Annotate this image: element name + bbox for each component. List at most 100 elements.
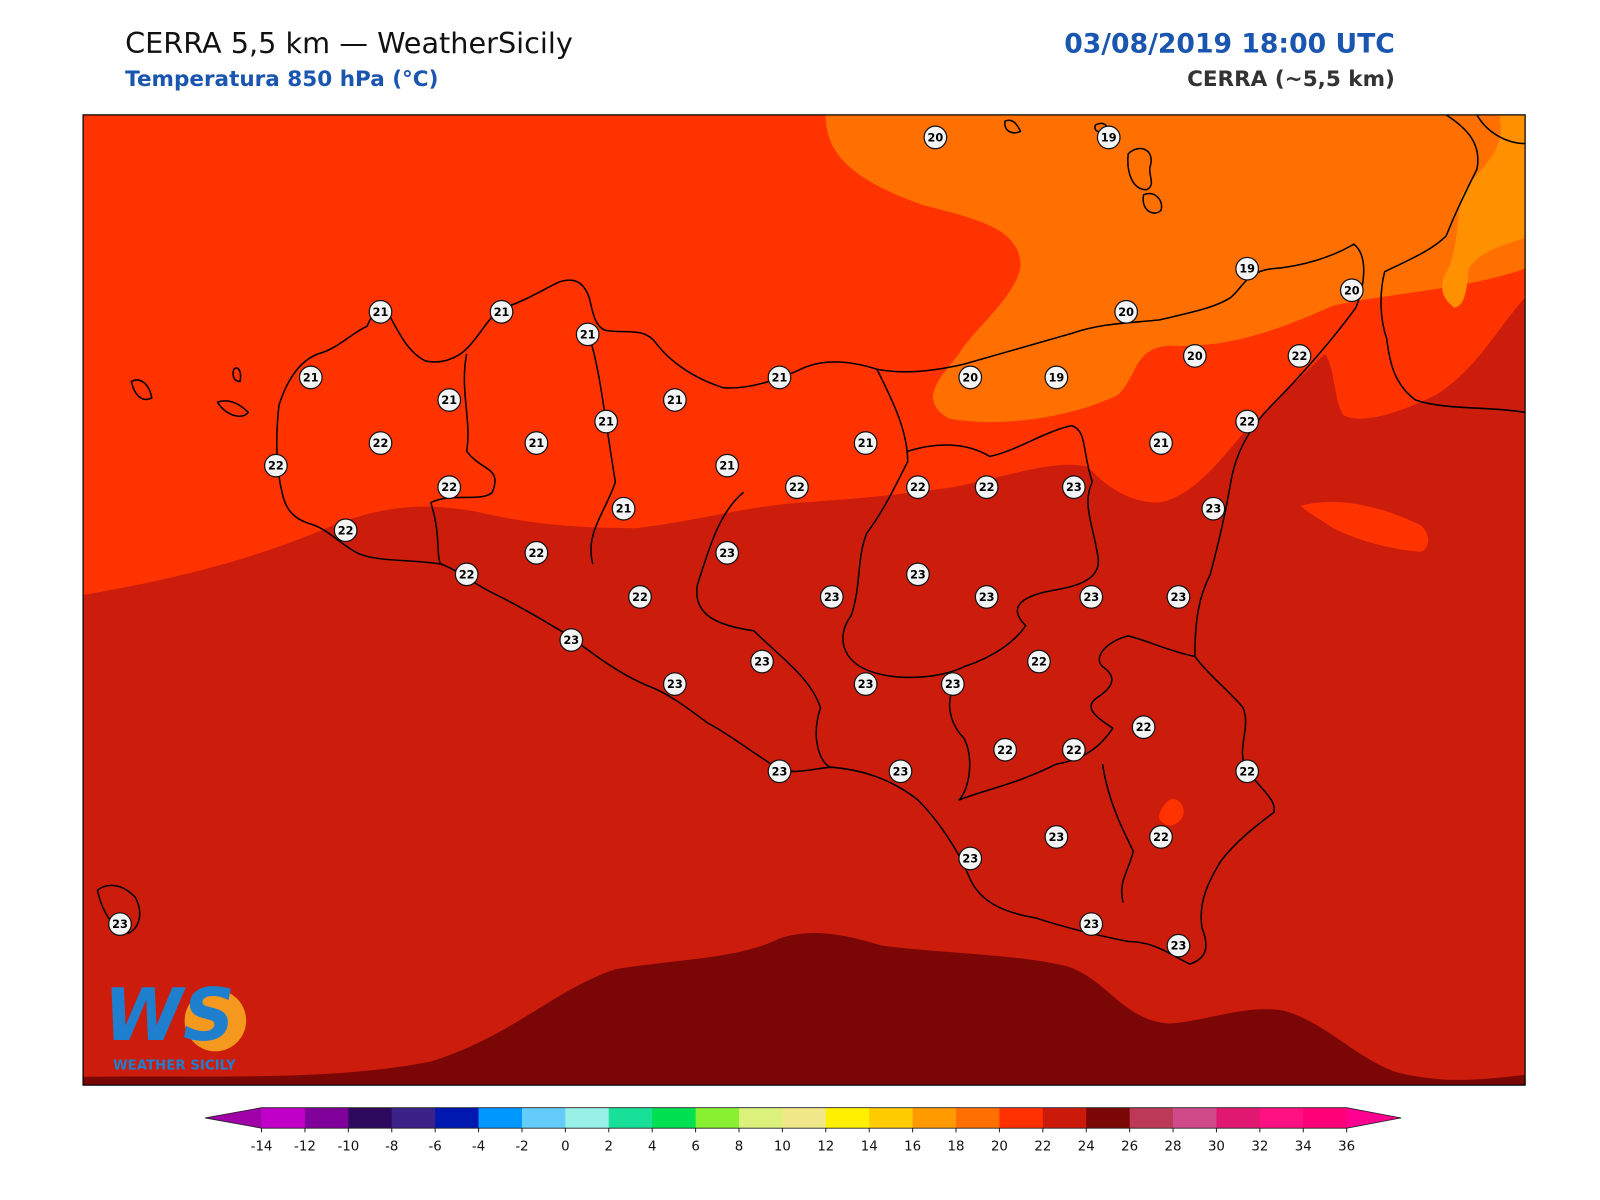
station-value: 22 (1239, 416, 1255, 429)
station: 21 (767, 365, 792, 390)
station-value: 23 (945, 678, 961, 691)
station: 21 (611, 496, 636, 521)
station-marker (1131, 715, 1156, 740)
station: 22 (1235, 409, 1260, 434)
station-value: 22 (1153, 831, 1169, 844)
colorbar-tick-label: -14 (251, 1140, 273, 1155)
station-value: 21 (719, 460, 735, 473)
station-value: 21 (667, 394, 683, 407)
colorbar-tick-label: 36 (1338, 1140, 1355, 1155)
station: 21 (594, 409, 619, 434)
station-marker (767, 759, 792, 784)
station-marker (853, 431, 878, 455)
station-marker (715, 540, 740, 565)
station: 22 (1149, 825, 1173, 849)
station: 20 (1339, 278, 1364, 303)
station: 23 (906, 562, 930, 587)
station: 23 (958, 846, 983, 871)
station-value: 22 (979, 481, 995, 494)
station-marker (333, 518, 358, 543)
station: 21 (489, 299, 514, 324)
station-value: 23 (910, 568, 926, 581)
station-value: 23 (563, 634, 579, 647)
colorbar-bin (565, 1107, 610, 1129)
station: 23 (662, 672, 687, 696)
station: 21 (575, 322, 600, 347)
station-marker (1166, 585, 1191, 609)
map-frame (82, 114, 1526, 1086)
station-value: 21 (441, 394, 457, 407)
station-marker (108, 912, 132, 936)
colorbar-tick-label: -12 (294, 1140, 316, 1155)
station: 22 (333, 518, 358, 543)
station-value: 23 (893, 765, 909, 778)
station-value: 21 (494, 306, 510, 319)
colorbar-bin (738, 1107, 783, 1129)
colorbar-bin (521, 1107, 566, 1129)
station: 23 (108, 912, 132, 936)
station-value: 22 (441, 481, 457, 494)
colorbar-bin (999, 1107, 1044, 1129)
station-value: 22 (338, 524, 354, 537)
station: 19 (1096, 125, 1121, 150)
field-20-22-patch2 (1158, 798, 1184, 826)
station: 23 (559, 628, 584, 652)
colorbar-tick-label: -10 (337, 1140, 359, 1155)
station-value: 20 (962, 371, 978, 384)
station-value: 20 (1118, 306, 1134, 319)
station: 21 (1149, 431, 1173, 455)
field-24-26 (83, 932, 1526, 1086)
station-marker (1182, 343, 1207, 368)
station-value: 22 (1031, 656, 1047, 669)
colorbar-tick-label: -2 (515, 1140, 528, 1155)
station-marker (1114, 299, 1139, 324)
station-value: 23 (1049, 831, 1065, 844)
station: 21 (368, 299, 393, 324)
station: 22 (1061, 737, 1086, 762)
station: 19 (1044, 365, 1069, 390)
station-value: 23 (979, 591, 995, 604)
station-marker (1235, 759, 1260, 784)
station: 23 (974, 585, 999, 609)
station: 22 (974, 475, 999, 500)
colorbar-bin (391, 1107, 436, 1129)
colorbar-tick-label: 8 (735, 1140, 743, 1155)
station-value: 22 (373, 437, 389, 450)
station-marker (662, 388, 687, 412)
colorbar-bin (348, 1107, 393, 1129)
station: 22 (628, 585, 652, 609)
station: 23 (1166, 933, 1191, 958)
station-value: 22 (1292, 350, 1308, 363)
station-marker (767, 365, 792, 390)
colorbar-bin (1129, 1107, 1174, 1129)
station-marker (263, 453, 288, 478)
station: 22 (263, 453, 288, 478)
station-marker (923, 125, 948, 150)
station-marker (1044, 825, 1069, 849)
station-value: 22 (268, 460, 284, 473)
model-label: CERRA (~5,5 km) (1187, 67, 1395, 92)
colorbar-tick-label: 20 (991, 1140, 1008, 1155)
station-marker (594, 409, 619, 434)
colorbar-tick-label: 10 (774, 1140, 791, 1155)
field-16-18 (1442, 114, 1526, 308)
station-marker (1044, 365, 1069, 390)
station-marker (437, 475, 462, 500)
station-marker (888, 759, 913, 784)
station-marker (819, 585, 844, 609)
station-marker (1166, 933, 1191, 958)
colorbar-tick-label: -8 (385, 1140, 398, 1155)
station: 21 (662, 388, 687, 412)
station: 23 (1201, 496, 1226, 521)
station-marker (1096, 125, 1121, 150)
colorbar-extend-low (205, 1107, 262, 1129)
colorbar-tick-label: 18 (948, 1140, 965, 1155)
station-value: 21 (529, 437, 545, 450)
colorbar-tick-label: 32 (1251, 1140, 1268, 1155)
station-value: 23 (719, 547, 735, 560)
station-marker (489, 299, 514, 324)
station: 20 (923, 125, 948, 150)
colorbar-tick-label: 22 (1034, 1140, 1051, 1155)
station-value: 19 (1239, 263, 1255, 276)
station: 23 (940, 672, 965, 696)
